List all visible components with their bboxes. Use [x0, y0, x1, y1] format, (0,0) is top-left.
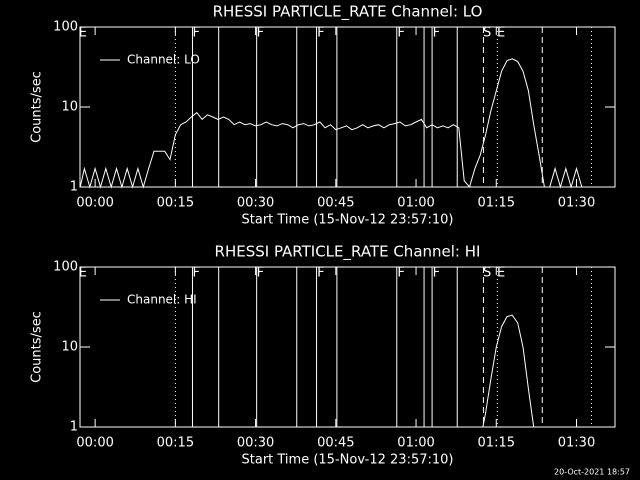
flag-label: S	[483, 26, 491, 41]
flag-label: F	[397, 26, 404, 41]
x-tick-label: 00:30	[237, 436, 274, 451]
flag-label: F	[257, 26, 264, 41]
legend-label: Channel: HI	[127, 293, 197, 307]
x-tick-label: 00:15	[157, 196, 194, 211]
data-line	[482, 314, 535, 428]
x-tick-label: 00:45	[317, 196, 354, 211]
x-tick-label: 01:00	[397, 196, 434, 211]
y-tick-label: 10	[61, 100, 78, 115]
y-axis-label: Counts/sec	[30, 311, 45, 383]
x-tick-label: 00:45	[317, 436, 354, 451]
flag-label: E	[79, 266, 87, 281]
y-tick-label: 100	[53, 260, 78, 275]
timestamp: 20-Oct-2021 18:57	[554, 468, 630, 477]
y-tick-label: 1	[70, 420, 78, 435]
plot-frame	[79, 266, 616, 428]
y-tick-label: 1	[70, 180, 78, 195]
legend-label: Channel: LO	[127, 53, 200, 67]
y-axis-label: Counts/sec	[30, 71, 45, 143]
flag-label: F	[397, 266, 404, 281]
chart-title: RHESSI PARTICLE_RATE Channel: HI	[215, 243, 481, 262]
flag-label: F	[433, 26, 440, 41]
flag-label: E	[79, 26, 87, 41]
x-axis-label: Start Time (15-Nov-12 23:57:10)	[242, 453, 454, 468]
x-tick-label: 01:00	[397, 436, 434, 451]
x-tick-label: 01:30	[558, 436, 595, 451]
x-tick-label: 00:30	[237, 196, 274, 211]
flag-label: E	[497, 266, 505, 281]
x-tick-label: 01:15	[478, 196, 515, 211]
flag-label: F	[192, 266, 199, 281]
x-tick-label: 00:00	[76, 196, 113, 211]
plot-frame	[79, 26, 616, 188]
flag-label: F	[433, 266, 440, 281]
x-tick-label: 01:30	[558, 196, 595, 211]
flag-label: E	[497, 26, 505, 41]
flag-label: F	[192, 26, 199, 41]
flag-label: F	[317, 26, 324, 41]
x-tick-label: 00:15	[157, 436, 194, 451]
y-tick-label: 100	[53, 20, 78, 35]
x-tick-label: 01:15	[478, 436, 515, 451]
chart-title: RHESSI PARTICLE_RATE Channel: LO	[213, 3, 483, 22]
flag-label: S	[483, 266, 491, 281]
flag-label: F	[317, 266, 324, 281]
y-tick-label: 10	[61, 340, 78, 355]
x-tick-label: 00:00	[76, 436, 113, 451]
x-axis-label: Start Time (15-Nov-12 23:57:10)	[242, 213, 454, 228]
flag-label: F	[257, 266, 264, 281]
data-line	[79, 58, 588, 189]
